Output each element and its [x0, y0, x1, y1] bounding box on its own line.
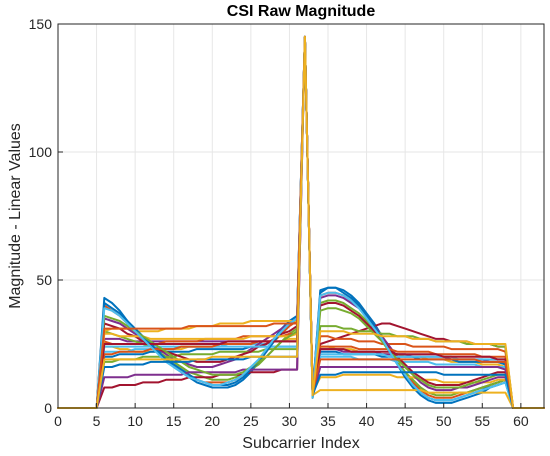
x-tick-label: 20 — [204, 413, 220, 429]
x-tick-label: 45 — [397, 413, 413, 429]
x-tick-label: 60 — [513, 413, 529, 429]
y-tick-label: 100 — [29, 144, 53, 160]
x-tick-label: 50 — [436, 413, 452, 429]
x-tick-label: 30 — [282, 413, 298, 429]
y-tick-label: 0 — [44, 400, 52, 416]
x-axis-label: Subcarrier Index — [242, 435, 359, 452]
x-tick-label: 35 — [320, 413, 336, 429]
y-axis-label: Magnitude - Linear Values — [7, 123, 24, 309]
x-tick-label: 0 — [54, 413, 62, 429]
y-tick-label: 50 — [36, 272, 52, 288]
ticks: 0 5 10 15 20 25 30 35 40 45 50 55 60 0 50 100 150 — [29, 16, 529, 429]
x-tick-label: 15 — [166, 413, 182, 429]
x-tick-label: 25 — [243, 413, 259, 429]
series-group — [57, 35, 545, 409]
y-tick-label: 150 — [29, 16, 53, 32]
x-tick-label: 10 — [127, 413, 143, 429]
x-tick-label: 5 — [93, 413, 101, 429]
x-tick-label: 55 — [474, 413, 490, 429]
axes-box — [57, 23, 545, 409]
chart-title: CSI Raw Magnitude — [227, 3, 376, 20]
series-line-24 — [57, 35, 545, 409]
x-tick-label: 40 — [359, 413, 375, 429]
